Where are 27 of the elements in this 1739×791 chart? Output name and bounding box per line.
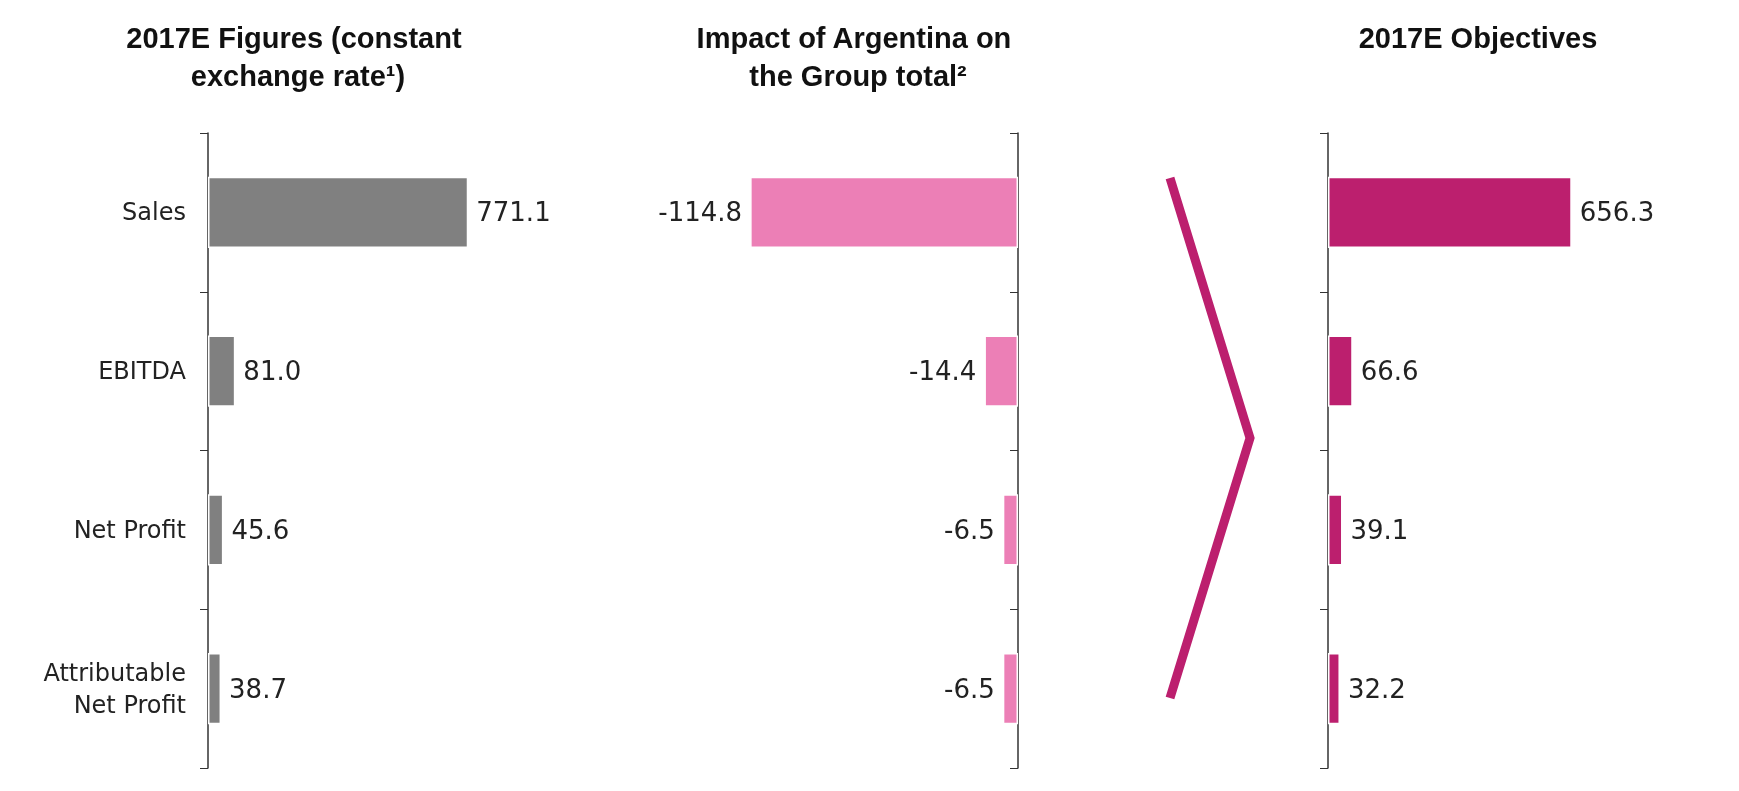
bar [208, 335, 236, 407]
bar [208, 176, 469, 249]
data-label: 32.2 [1347, 673, 1406, 704]
data-label: -114.8 [658, 197, 743, 228]
bar [1328, 335, 1353, 407]
chart-title: 2017E Objectives [1358, 22, 1598, 54]
y-tick-label: EBITDA [98, 357, 187, 386]
chart-title: Impact of Argentina on the Group total² [696, 22, 1020, 92]
bar [1328, 494, 1343, 566]
bar [208, 652, 222, 725]
data-label: 66.6 [1360, 356, 1419, 387]
data-label: -6.5 [944, 673, 995, 704]
data-label: 45.6 [231, 514, 290, 545]
y-tick-label: Attributable Net Profit [43, 658, 186, 719]
y-tick-label: Net Profit [73, 515, 186, 544]
data-label: 38.7 [229, 673, 287, 704]
data-label: 81.0 [243, 356, 302, 387]
data-label: 771.1 [476, 197, 551, 228]
chart-title: 2017E Figures (constant exchange rate¹) [126, 22, 470, 92]
bar [1328, 652, 1340, 725]
data-label: 656.3 [1579, 197, 1655, 228]
y-tick-label: Sales [122, 198, 186, 227]
bar [1328, 176, 1572, 249]
data-label: -6.5 [944, 514, 995, 545]
data-label: 39.1 [1350, 514, 1409, 545]
bar [208, 494, 224, 566]
data-label: -14.4 [909, 356, 977, 387]
